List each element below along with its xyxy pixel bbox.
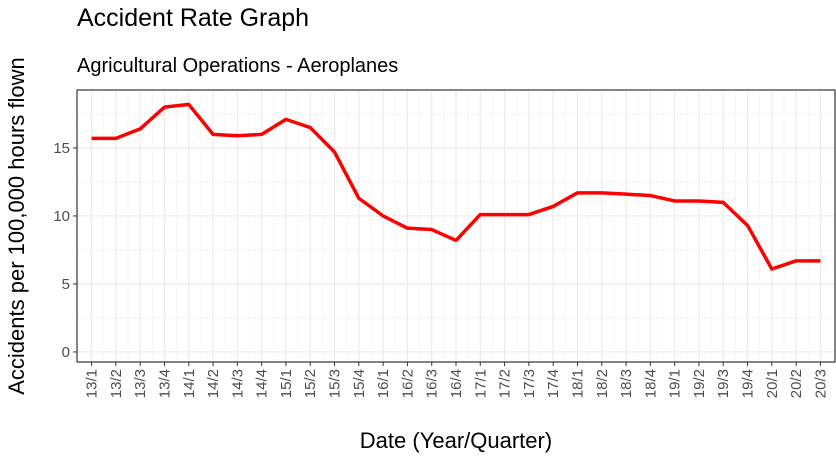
x-tick-label: 16/1	[375, 369, 392, 398]
x-tick-label: 15/4	[351, 369, 368, 398]
x-tick-label: 14/4	[254, 369, 271, 398]
x-tick-label: 18/4	[642, 369, 659, 398]
x-tick-label: 17/4	[545, 369, 562, 398]
line-series	[91, 102, 821, 271]
x-tick-label: 13/1	[84, 369, 101, 398]
y-tick-label: 10	[53, 208, 70, 225]
x-tick-label: 18/1	[569, 369, 586, 398]
x-tick-label: 14/1	[181, 369, 198, 398]
x-tick-label: 17/2	[497, 369, 514, 398]
chart-title: Accident Rate Graph	[77, 4, 309, 32]
x-tick-label: 19/4	[740, 369, 757, 398]
x-axis-label: Date (Year/Quarter)	[360, 428, 552, 453]
x-tick-label: 14/3	[229, 369, 246, 398]
x-tick-label: 19/3	[715, 369, 732, 398]
x-tick-label: 17/3	[521, 369, 538, 398]
x-tick-label: 13/2	[108, 369, 125, 398]
x-tick-label: 13/3	[132, 369, 149, 398]
x-tick-label: 15/2	[302, 369, 319, 398]
x-tick-label: 15/1	[278, 369, 295, 398]
x-tick-label: 20/1	[764, 369, 781, 398]
x-tick-label: 16/3	[424, 369, 441, 398]
x-tick-label: 15/3	[327, 369, 344, 398]
x-tick-label: 16/2	[399, 369, 416, 398]
y-axis-label: Accidents per 100,000 hours flown	[4, 57, 29, 395]
x-tick-label: 20/3	[812, 369, 829, 398]
x-tick-label: 19/1	[667, 369, 684, 398]
x-tick-label: 19/2	[691, 369, 708, 398]
x-tick-label: 16/4	[448, 369, 465, 398]
chart-subtitle: Agricultural Operations - Aeroplanes	[77, 55, 398, 77]
x-tick-label: 17/1	[472, 369, 489, 398]
x-tick-label: 18/2	[594, 369, 611, 398]
x-tick-label: 18/3	[618, 369, 635, 398]
plot-border	[76, 89, 836, 363]
x-tick-label: 14/2	[205, 369, 222, 398]
y-tick-label: 0	[62, 344, 70, 361]
x-tick-label: 13/4	[156, 369, 173, 398]
y-tick-label: 15	[53, 140, 70, 157]
x-tick-label: 20/2	[788, 369, 805, 398]
y-tick-label: 5	[62, 276, 70, 293]
